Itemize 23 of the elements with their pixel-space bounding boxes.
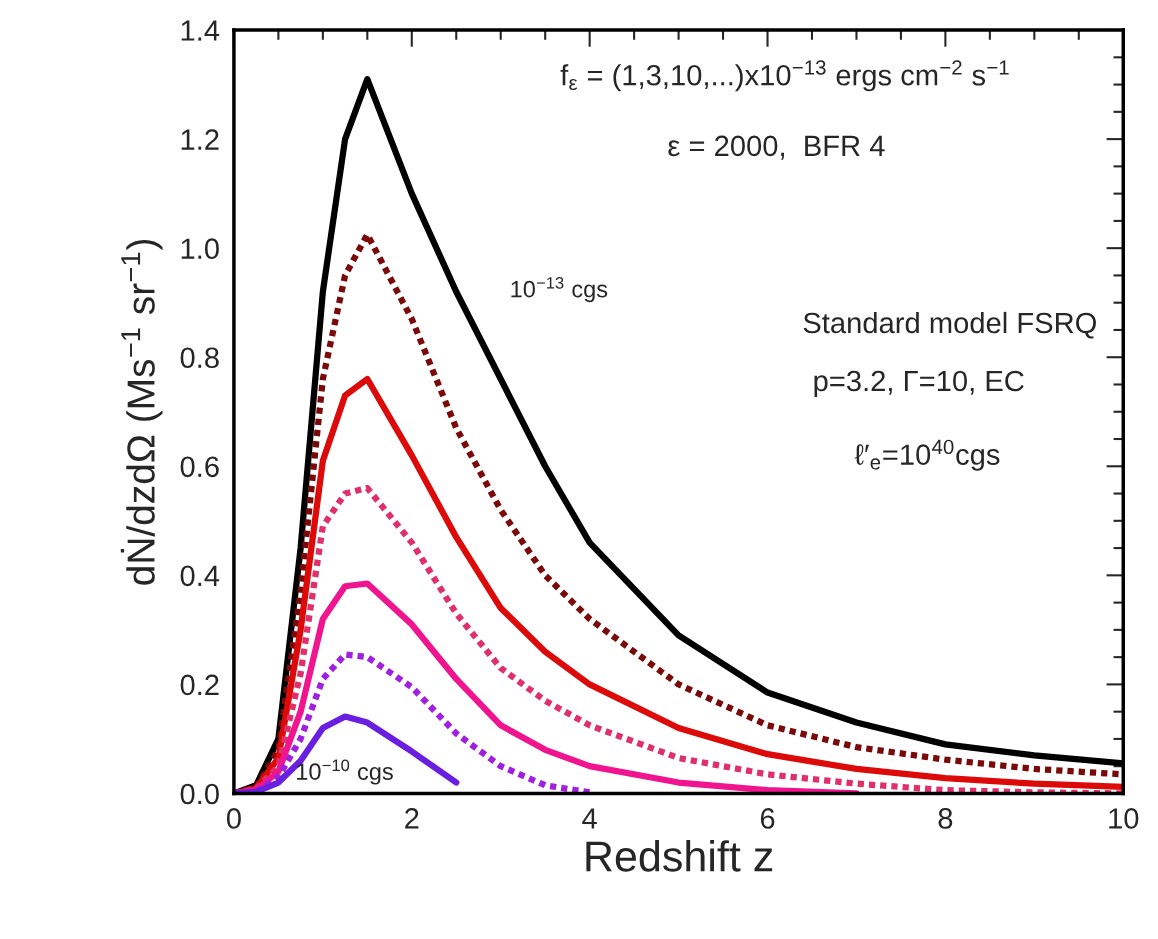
x-tick-label: 6: [760, 808, 775, 829]
annotation: ε = 2000, BFR 4: [668, 135, 885, 160]
y-tick-label: 0.6: [180, 456, 219, 478]
y-tick-label: 0.0: [180, 783, 219, 805]
annotation: 10$^{−13}$ cgs: [511, 276, 608, 303]
annotation: f$_{ε}$ = (1,3,10,...)x10$^{−13}$ ergs cm$^{−2}$ s$^{−1}$: [560, 60, 1009, 92]
annotation: ℓ′$_{e}$=10$^{40}$cgs: [854, 439, 1000, 471]
y-tick-label: 1.4: [181, 20, 220, 41]
annotation: p=3.2, Γ=10, EC: [814, 370, 1024, 398]
x-tick-label: 2: [405, 808, 419, 829]
x-axis-title: Redshift z: [586, 840, 773, 872]
y-tick-label: 1.0: [181, 238, 219, 260]
y-tick-label: 0.2: [180, 674, 219, 696]
x-tick-label: 10: [1109, 808, 1139, 829]
annotation: Standard model FSRQ: [803, 311, 1096, 339]
y-tick-label: 1.2: [181, 129, 219, 150]
y-tick-label: 0.4: [180, 565, 220, 587]
annotation: 10$^{−10}$ cgs: [297, 759, 393, 785]
y-tick-label: 0.8: [180, 347, 219, 369]
x-tick-label: 8: [938, 808, 953, 829]
x-tick-label: 4: [582, 808, 597, 829]
y-axis-title: dṄ/dzdΩ (Ms$^{−1}$ sr$^{−1}$): [120, 239, 163, 585]
x-tick-label: 0: [226, 808, 241, 829]
